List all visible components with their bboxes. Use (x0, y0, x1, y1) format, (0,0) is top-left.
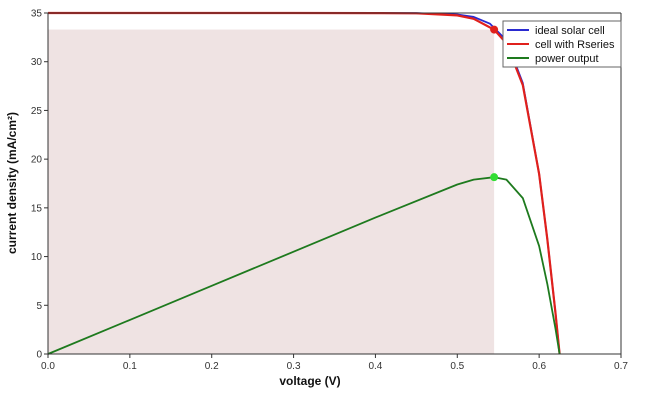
legend: ideal solar cell cell with Rseries power o… (502, 20, 622, 68)
max-power-rectangle (48, 29, 495, 354)
y-tick-label: 0 (36, 350, 42, 361)
y-axis-title: current density (mA/cm²) (5, 112, 19, 254)
x-tick-label: 0.5 (450, 361, 464, 372)
plot-background (48, 29, 495, 354)
x-axis-title: voltage (V) (279, 374, 340, 388)
y-tick-label: 20 (31, 155, 43, 166)
x-tick-label: 0.4 (368, 361, 382, 372)
x-tick-label: 0.2 (205, 361, 219, 372)
y-tick-label: 15 (31, 203, 43, 214)
legend-label-0: ideal solar cell (535, 25, 605, 37)
legend-label-1: cell with Rseries (535, 39, 615, 51)
y-tick-label: 10 (31, 252, 43, 263)
y-tick-label: 30 (31, 57, 43, 68)
y-tick-label: 35 (31, 9, 43, 20)
x-tick-label: 0.6 (532, 361, 546, 372)
x-tick-label: 0.3 (287, 361, 301, 372)
marker-point-0 (490, 25, 499, 34)
x-tick-label: 0.1 (123, 361, 137, 372)
series-line-2 (47, 176, 561, 355)
marker-point-1 (490, 173, 499, 182)
legend-label-2: power output (535, 53, 599, 65)
y-tick-label: 5 (36, 301, 42, 312)
y-tick-label: 25 (31, 106, 43, 117)
x-tick-label: 0.0 (41, 361, 55, 372)
axes: 0.0 0.1 0.2 0.3 0.4 0.5 0.6 0.7 0 5 10 15 20 25 30 35 (31, 9, 629, 373)
x-tick-label: 0.7 (614, 361, 628, 372)
